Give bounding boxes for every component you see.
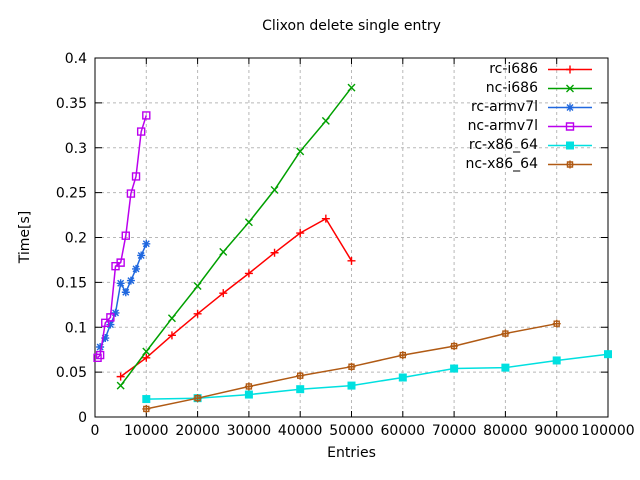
y-tick-label: 0.25 [56,186,87,202]
y-tick-label: 0.05 [56,365,87,381]
legend-line-sample [546,100,594,115]
chart-title: Clixon delete single entry [262,18,441,34]
x-tick-label: 50000 [329,423,374,439]
y-tick-label: 0.3 [65,141,87,157]
y-axis-label: Time[s] [17,210,33,264]
legend-line-sample [546,119,594,134]
axis-frame-and-ticks: 0 10000 20000 30000 40000 50000 60000 70000 8000… [56,51,635,439]
legend-line-sample [546,81,594,96]
series-rc-x86_64 [142,350,612,404]
y-tick-label: 0.15 [56,275,87,291]
series-rc-i686 [116,214,356,381]
legend-line-sample [546,138,594,153]
x-tick-label: 30000 [227,423,272,439]
x-tick-label: 10000 [124,423,169,439]
x-tick-label: 20000 [175,423,220,439]
series-rc-armv7l [96,239,151,351]
legend-label: rc-x86_64 [468,137,538,153]
legend-item: rc-x86_64 [465,136,594,155]
x-tick-label: 0 [91,423,100,439]
x-tick-label: 90000 [534,423,579,439]
legend-label: rc-armv7l [470,99,538,115]
y-tick-label: 0 [78,410,87,426]
legend-label: nc-x86_64 [465,156,538,172]
y-tick-label: 0.2 [65,231,87,247]
legend-item: rc-armv7l [465,98,594,117]
series-nc-armv7l [93,111,151,362]
series-nc-x86_64 [142,319,561,413]
legend: rc-i686 nc-i686 rc-armv7l nc-armv7l rc-x… [465,60,594,174]
x-axis-label: Entries [327,445,376,461]
legend-line-sample [546,157,594,172]
series-nc-i686 [116,83,356,390]
x-tick-label: 70000 [432,423,477,439]
x-tick-label: 60000 [381,423,426,439]
legend-item: nc-i686 [465,79,594,98]
y-tick-label: 0.1 [65,320,87,336]
x-tick-label: 80000 [483,423,528,439]
legend-label: nc-i686 [485,80,538,96]
x-tick-label: 100000 [581,423,634,439]
legend-item: nc-armv7l [465,117,594,136]
legend-item: rc-i686 [465,60,594,79]
legend-item: nc-x86_64 [465,155,594,174]
legend-label: rc-i686 [489,61,538,77]
legend-label: nc-armv7l [467,118,538,134]
y-tick-label: 0.35 [56,96,87,112]
x-tick-label: 40000 [278,423,323,439]
legend-line-sample [546,62,594,77]
y-tick-label: 0.4 [65,51,87,67]
